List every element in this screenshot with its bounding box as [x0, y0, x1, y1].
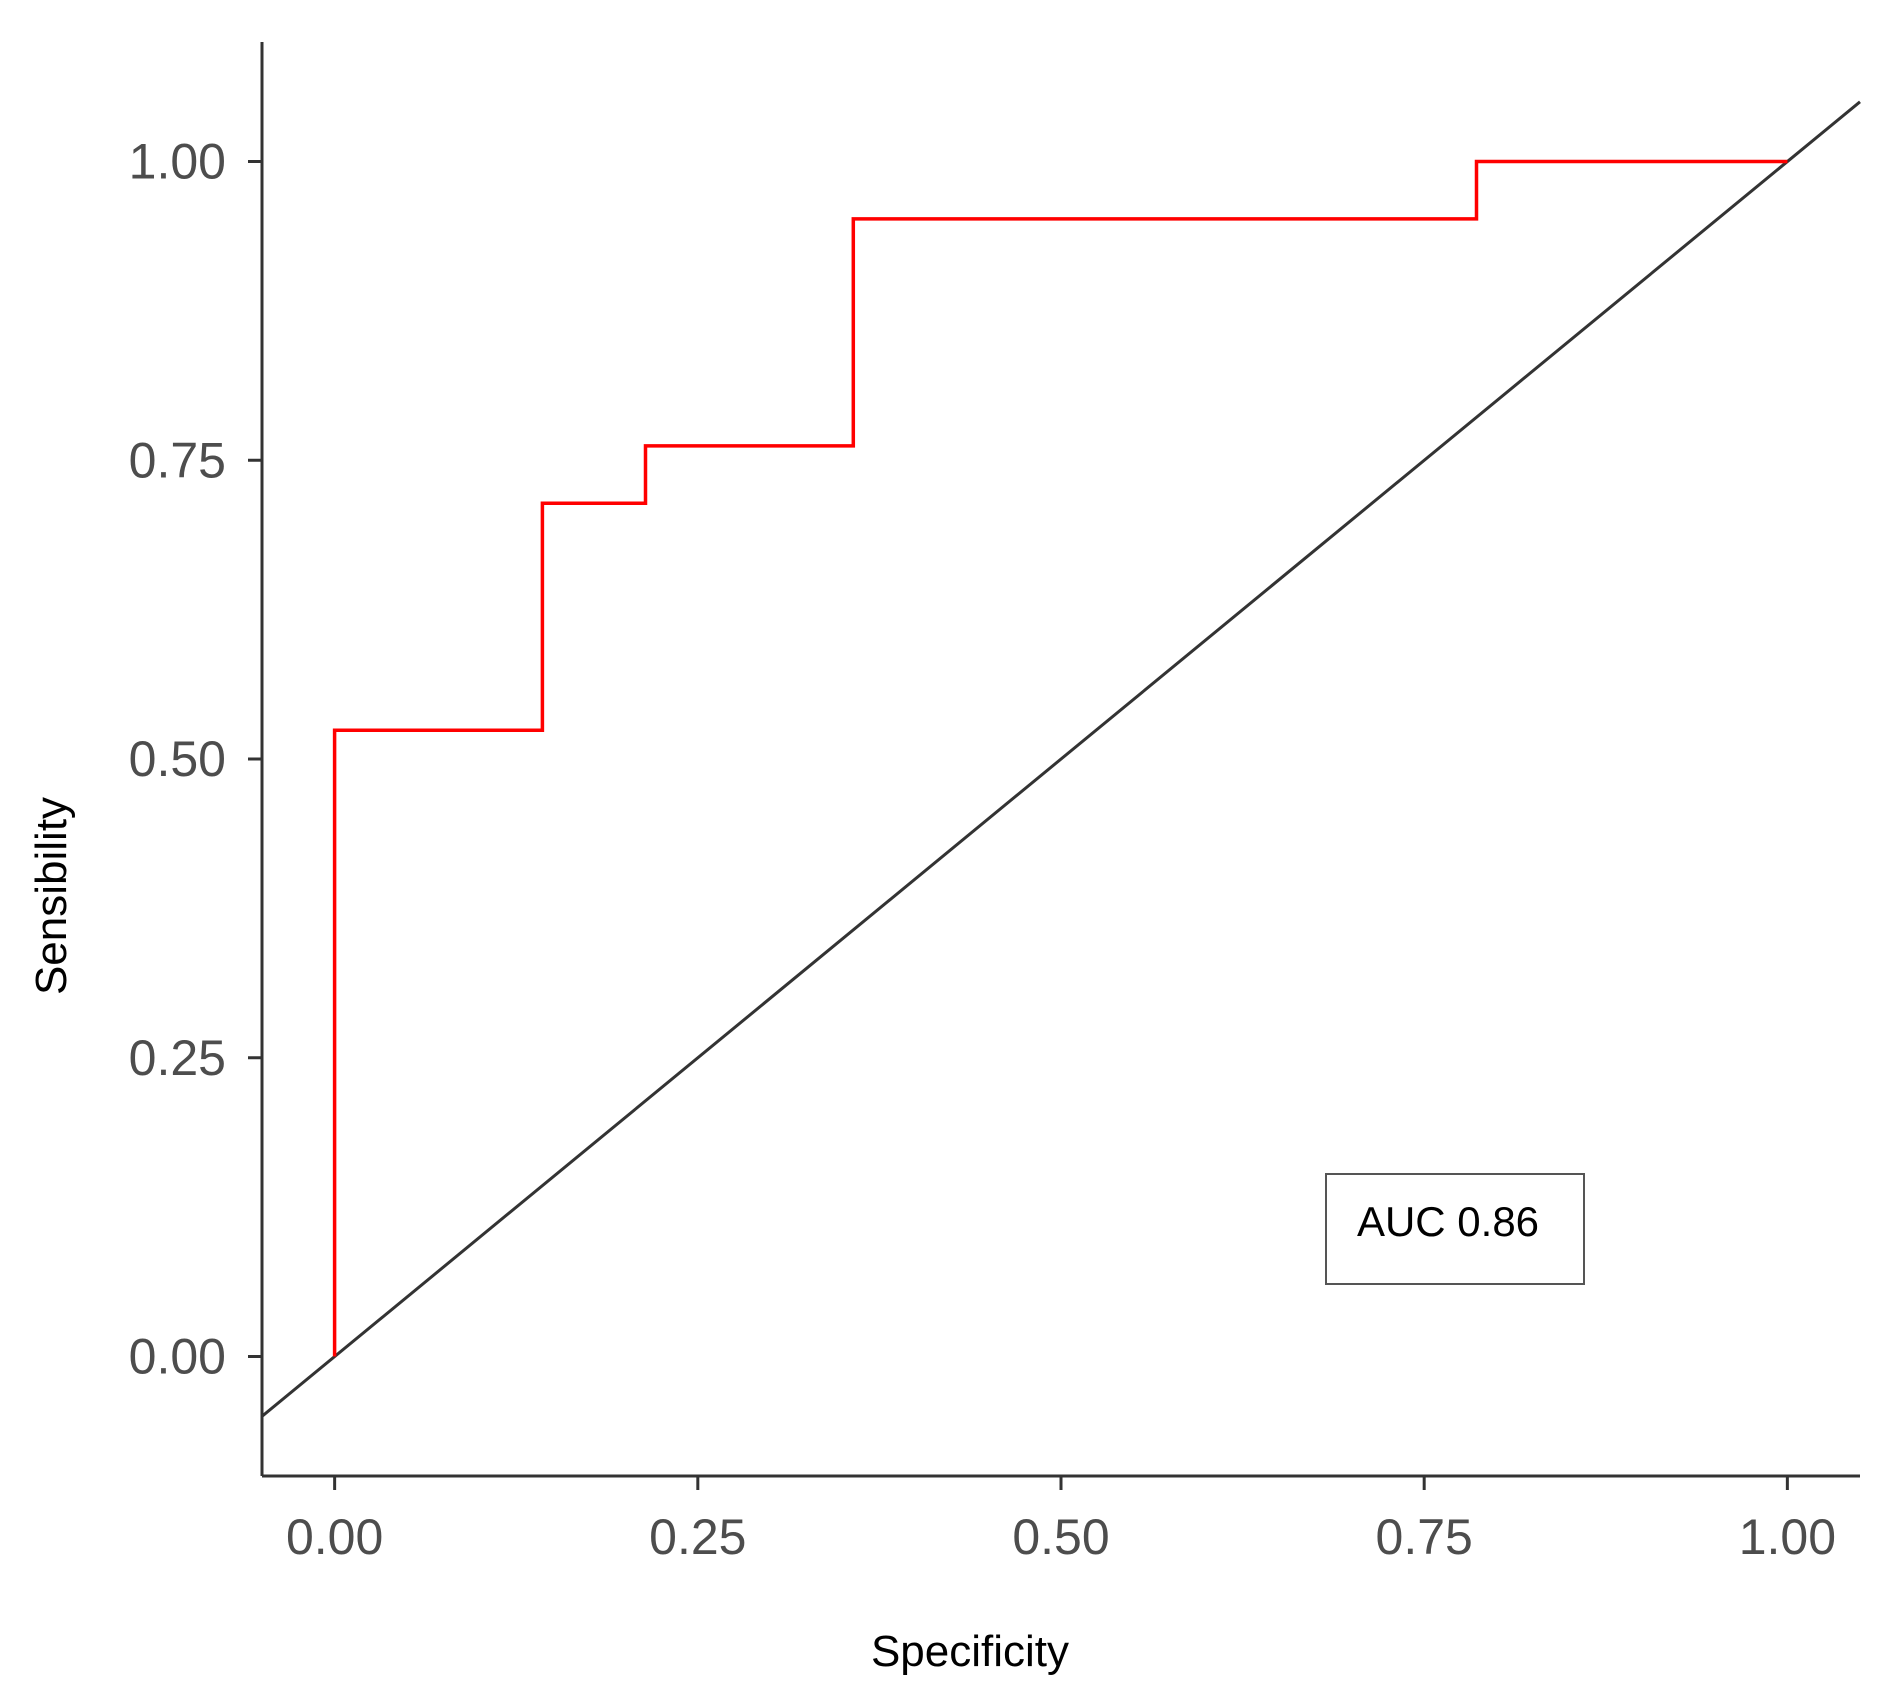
roc-curve-line — [332, 159, 1788, 1357]
x-tick-label: 0.50 — [1012, 1509, 1109, 1565]
x-tick-label: 0.75 — [1376, 1509, 1473, 1565]
y-tick-label: 0.50 — [129, 731, 226, 787]
auc-annotation-frame — [1325, 1173, 1585, 1285]
tick-layer: 0.00 0.25 0.50 0.75 1.00 0.00 0.25 0.50 0.75 1.00 — [129, 134, 1836, 1566]
y-tick-label: 1.00 — [129, 134, 226, 190]
x-tick-label: 1.00 — [1739, 1509, 1836, 1565]
y-tick-label: 0.25 — [129, 1030, 226, 1086]
series-layer — [261, 100, 1861, 1418]
y-tick-label: 0.00 — [129, 1329, 226, 1385]
auc-annotation-text: AUC 0.86 — [1357, 1198, 1539, 1245]
x-tick-label: 0.00 — [286, 1509, 383, 1565]
x-axis-title: Specificity — [871, 1627, 1069, 1676]
y-axis-title: Sensibility — [27, 797, 76, 995]
auc-annotation-box: AUC 0.86 — [1325, 1173, 1585, 1285]
y-tick-label: 0.75 — [129, 432, 226, 488]
x-tick-label: 0.25 — [649, 1509, 746, 1565]
reference-diagonal-line — [261, 100, 1861, 1418]
